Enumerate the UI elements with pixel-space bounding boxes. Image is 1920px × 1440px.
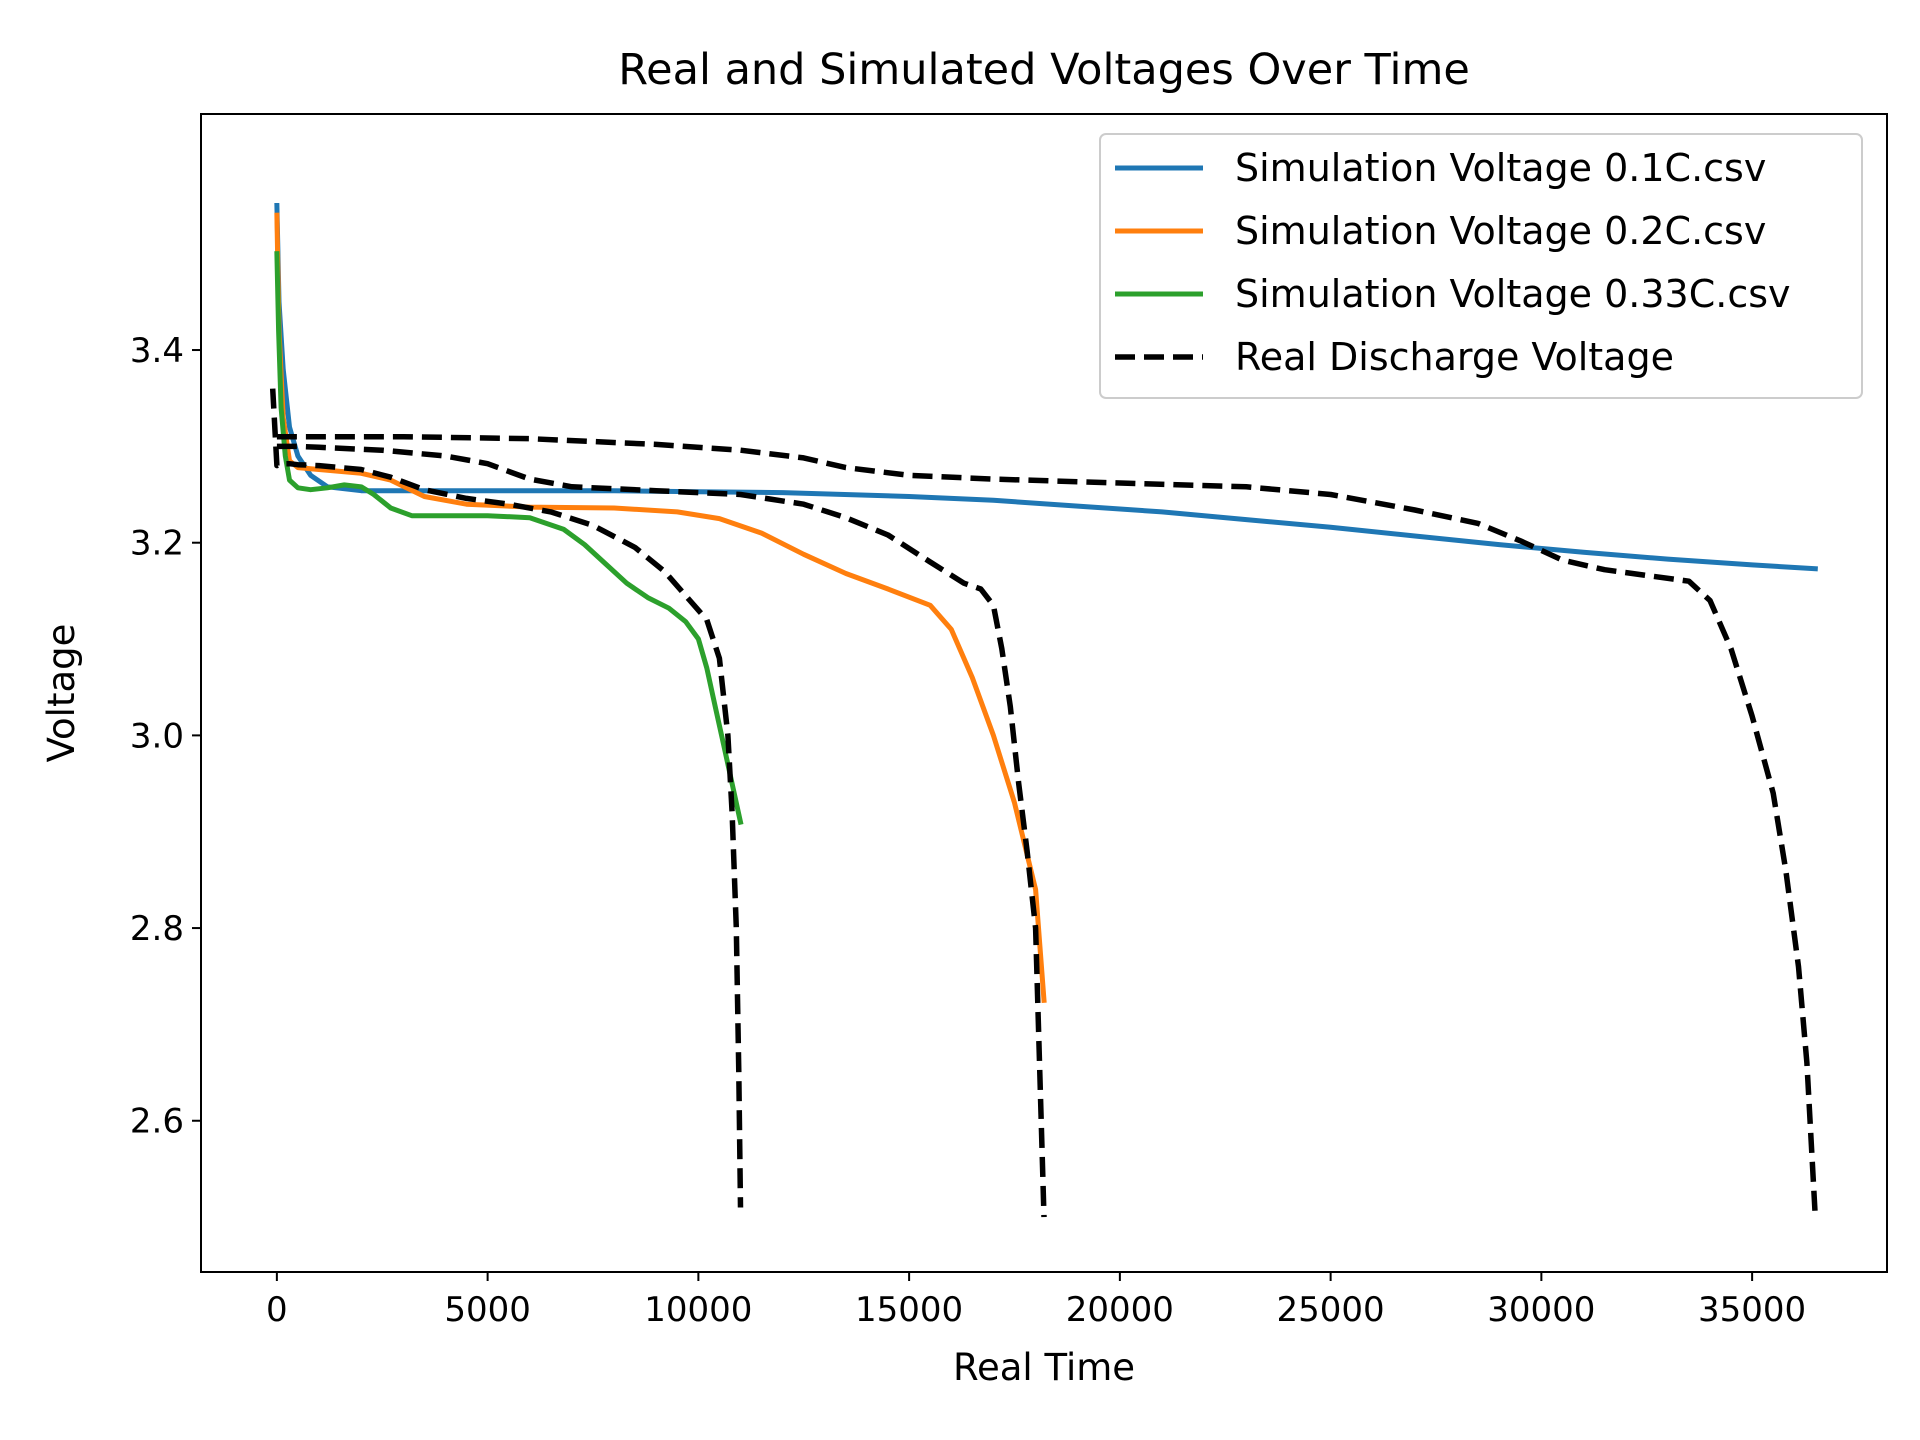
legend-label: Real Discharge Voltage — [1235, 335, 1674, 379]
x-axis-ticks: 0 5000 10000 15000 20000 25000 30000 35000 — [266, 1272, 1806, 1330]
plot-area — [269, 202, 1819, 1218]
series-line-3-1 — [276, 443, 1047, 1218]
legend-label: Simulation Voltage 0.2C.csv — [1235, 209, 1766, 253]
x-tick-label: 30000 — [1487, 1290, 1595, 1330]
x-axis-title: Real Time — [953, 1346, 1135, 1389]
x-tick-label: 20000 — [1066, 1290, 1174, 1330]
x-tick-label: 15000 — [855, 1290, 963, 1330]
series-line-1 — [274, 212, 1047, 1003]
y-axis-ticks: 2.6 2.8 3.0 3.2 3.4 — [130, 331, 201, 1142]
x-tick-label: 35000 — [1698, 1290, 1806, 1330]
y-tick-label: 3.0 — [130, 716, 184, 756]
y-tick-label: 3.4 — [130, 331, 184, 371]
chart-title: Real and Simulated Voltages Over Time — [618, 45, 1470, 95]
y-axis-title: Voltage — [40, 624, 83, 763]
x-tick-label: 5000 — [444, 1290, 531, 1330]
y-tick-label: 3.2 — [130, 524, 184, 564]
legend-label: Simulation Voltage 0.33C.csv — [1235, 272, 1791, 316]
series-line-3-2 — [276, 433, 1819, 1218]
x-tick-label: 10000 — [644, 1290, 752, 1330]
series-line-0 — [274, 202, 1818, 572]
y-tick-label: 2.8 — [130, 909, 184, 949]
legend-label: Simulation Voltage 0.1C.csv — [1235, 146, 1766, 190]
legend-box — [1099, 133, 1863, 399]
series-line-3-0 — [269, 388, 744, 1208]
y-tick-label: 2.6 — [130, 1102, 184, 1142]
x-tick-label: 25000 — [1277, 1290, 1385, 1330]
series-line-2 — [274, 251, 744, 826]
legend: Simulation Voltage 0.1C.csv Simulation Vo… — [1099, 133, 1863, 399]
x-tick-label: 0 — [266, 1290, 288, 1330]
plot-frame — [200, 113, 1888, 1273]
